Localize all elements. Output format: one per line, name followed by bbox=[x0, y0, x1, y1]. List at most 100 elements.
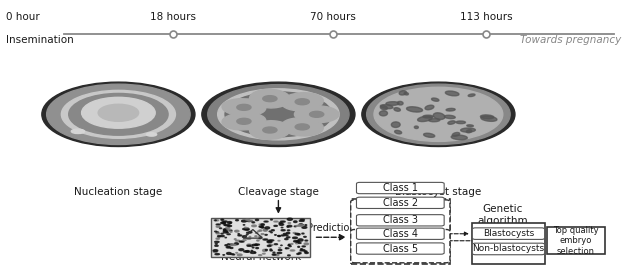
Ellipse shape bbox=[362, 82, 515, 147]
Ellipse shape bbox=[298, 246, 300, 247]
Ellipse shape bbox=[380, 106, 387, 110]
Text: Nucleation stage: Nucleation stage bbox=[74, 187, 163, 197]
Ellipse shape bbox=[82, 97, 156, 128]
FancyBboxPatch shape bbox=[356, 197, 444, 208]
Ellipse shape bbox=[288, 245, 290, 246]
Text: Class 3: Class 3 bbox=[383, 215, 418, 225]
Ellipse shape bbox=[224, 224, 225, 225]
Ellipse shape bbox=[386, 102, 399, 105]
Ellipse shape bbox=[225, 245, 228, 246]
Text: 70 hours: 70 hours bbox=[310, 12, 356, 22]
Ellipse shape bbox=[221, 233, 223, 234]
Ellipse shape bbox=[446, 108, 455, 111]
Ellipse shape bbox=[259, 236, 262, 237]
Ellipse shape bbox=[423, 115, 433, 118]
Ellipse shape bbox=[429, 119, 440, 122]
Ellipse shape bbox=[281, 93, 323, 111]
Ellipse shape bbox=[227, 222, 232, 224]
Ellipse shape bbox=[414, 126, 419, 129]
Ellipse shape bbox=[246, 219, 249, 220]
Ellipse shape bbox=[274, 225, 277, 226]
Ellipse shape bbox=[220, 228, 221, 229]
FancyBboxPatch shape bbox=[356, 215, 444, 226]
FancyBboxPatch shape bbox=[472, 223, 545, 264]
Ellipse shape bbox=[302, 233, 304, 234]
Ellipse shape bbox=[261, 234, 264, 235]
Ellipse shape bbox=[208, 85, 349, 144]
Ellipse shape bbox=[225, 92, 332, 137]
Ellipse shape bbox=[278, 240, 280, 241]
Ellipse shape bbox=[270, 250, 273, 251]
Ellipse shape bbox=[262, 249, 267, 252]
Ellipse shape bbox=[249, 231, 252, 233]
Ellipse shape bbox=[263, 127, 277, 133]
Ellipse shape bbox=[229, 245, 231, 246]
Ellipse shape bbox=[445, 91, 459, 96]
Ellipse shape bbox=[252, 222, 255, 223]
Ellipse shape bbox=[291, 243, 293, 244]
Ellipse shape bbox=[279, 247, 281, 248]
Ellipse shape bbox=[279, 224, 284, 225]
Ellipse shape bbox=[294, 221, 297, 222]
Ellipse shape bbox=[228, 246, 230, 247]
Ellipse shape bbox=[261, 224, 264, 225]
Ellipse shape bbox=[246, 232, 250, 233]
Ellipse shape bbox=[399, 91, 406, 95]
Ellipse shape bbox=[262, 227, 264, 228]
Ellipse shape bbox=[296, 243, 298, 244]
Ellipse shape bbox=[395, 130, 402, 134]
Ellipse shape bbox=[481, 115, 494, 119]
Ellipse shape bbox=[417, 116, 432, 122]
Ellipse shape bbox=[218, 89, 339, 140]
Ellipse shape bbox=[295, 99, 309, 105]
Text: Blastocyst stage: Blastocyst stage bbox=[396, 187, 481, 197]
Ellipse shape bbox=[250, 121, 290, 139]
Ellipse shape bbox=[272, 254, 276, 255]
Ellipse shape bbox=[255, 252, 256, 253]
Ellipse shape bbox=[256, 247, 259, 249]
Ellipse shape bbox=[259, 238, 261, 239]
Ellipse shape bbox=[456, 121, 465, 124]
Ellipse shape bbox=[244, 227, 246, 228]
Ellipse shape bbox=[296, 241, 300, 242]
FancyBboxPatch shape bbox=[356, 182, 444, 194]
Ellipse shape bbox=[252, 244, 257, 246]
Ellipse shape bbox=[247, 221, 252, 222]
Ellipse shape bbox=[225, 225, 230, 226]
Text: Class 2: Class 2 bbox=[383, 198, 418, 208]
Text: Class 5: Class 5 bbox=[383, 243, 418, 254]
Text: Class 4: Class 4 bbox=[383, 229, 418, 239]
Ellipse shape bbox=[302, 226, 307, 228]
Ellipse shape bbox=[255, 219, 259, 221]
Ellipse shape bbox=[397, 101, 403, 105]
Ellipse shape bbox=[222, 113, 266, 130]
Text: 113 hours: 113 hours bbox=[460, 12, 513, 22]
Ellipse shape bbox=[391, 122, 400, 128]
Ellipse shape bbox=[298, 224, 303, 226]
Ellipse shape bbox=[287, 218, 292, 220]
Ellipse shape bbox=[255, 244, 259, 245]
FancyBboxPatch shape bbox=[356, 243, 444, 254]
Ellipse shape bbox=[294, 226, 296, 227]
Ellipse shape bbox=[227, 232, 228, 233]
FancyBboxPatch shape bbox=[351, 229, 450, 263]
Ellipse shape bbox=[221, 219, 223, 220]
Ellipse shape bbox=[278, 236, 280, 237]
Ellipse shape bbox=[216, 232, 219, 233]
Ellipse shape bbox=[47, 84, 190, 144]
Ellipse shape bbox=[287, 225, 292, 227]
Ellipse shape bbox=[380, 105, 393, 109]
Ellipse shape bbox=[264, 221, 268, 222]
Ellipse shape bbox=[297, 241, 298, 242]
Ellipse shape bbox=[295, 233, 299, 235]
Ellipse shape bbox=[227, 246, 230, 248]
Ellipse shape bbox=[279, 223, 282, 224]
Ellipse shape bbox=[237, 118, 251, 124]
Ellipse shape bbox=[238, 235, 242, 236]
Ellipse shape bbox=[285, 248, 289, 249]
Ellipse shape bbox=[285, 239, 288, 240]
Ellipse shape bbox=[287, 232, 290, 234]
Ellipse shape bbox=[255, 244, 257, 245]
Text: 18 hours: 18 hours bbox=[150, 12, 196, 22]
Ellipse shape bbox=[271, 219, 273, 220]
